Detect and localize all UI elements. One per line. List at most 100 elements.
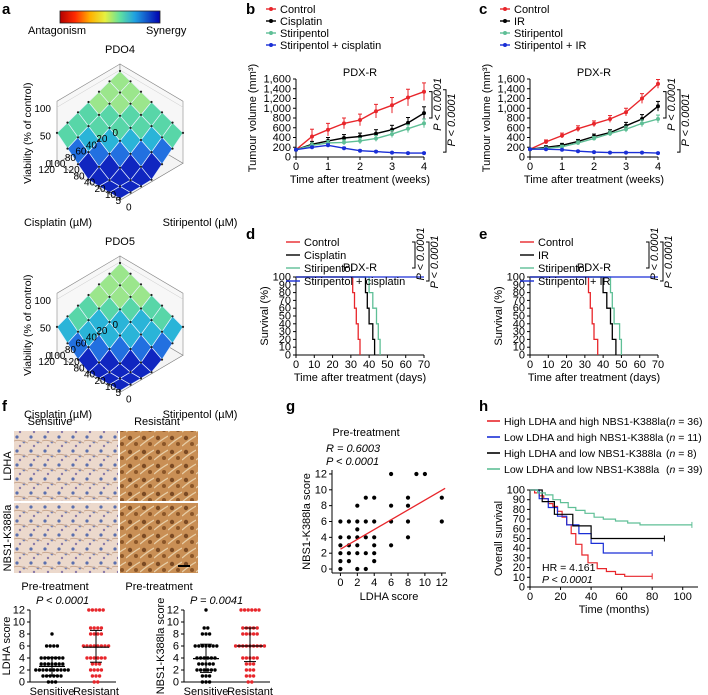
surface-x-tick: 120 <box>38 165 55 176</box>
data-point <box>338 519 343 524</box>
y-tick-label: 1,400 <box>497 83 525 95</box>
data-point <box>326 127 330 132</box>
data-point <box>389 471 394 477</box>
survival-curve <box>296 276 376 355</box>
y-tick-label: 60 <box>513 523 525 535</box>
y-tick-label: 6 <box>321 516 327 528</box>
x-tick-label: 70 <box>418 359 430 371</box>
y-tick-label: 12 <box>167 605 179 617</box>
legend-marker <box>269 7 273 11</box>
y-tick-label: 90 <box>513 494 525 506</box>
y-tick-label: 50 <box>279 311 291 323</box>
data-point <box>39 656 43 660</box>
legend-label: High LDHA and high NBS1-K388la <box>504 416 666 428</box>
data-point <box>88 656 93 660</box>
data-point <box>251 668 256 672</box>
data-point <box>204 608 208 612</box>
surface-node <box>118 139 122 142</box>
x-tick-label: 10 <box>308 359 320 371</box>
data-point <box>248 668 252 672</box>
y-tick-label: 1,600 <box>497 74 525 86</box>
data-point <box>544 139 548 144</box>
legend-n-value: = 39) <box>675 464 702 476</box>
y-tick-label: 1,400 <box>263 83 291 95</box>
surface-y-tick: 40 <box>84 178 96 189</box>
data-point <box>576 149 580 154</box>
surface-node <box>171 147 174 150</box>
data-point <box>414 471 419 477</box>
category-label: Resistant <box>73 686 119 695</box>
surface-x-label: Cisplatin (µM) <box>24 409 92 421</box>
y-tick-label: 0 <box>285 350 291 362</box>
data-point <box>355 566 360 572</box>
y-tick-label: 60 <box>279 303 291 315</box>
chart-title: Pre-treatment <box>332 427 399 439</box>
surface-x-tick: 120 <box>38 357 55 368</box>
data-point <box>48 644 52 648</box>
data-point <box>207 644 212 648</box>
data-point <box>592 136 596 141</box>
surface-node <box>139 113 143 116</box>
data-point <box>257 608 261 612</box>
legend-n: (n = 8) <box>666 448 697 460</box>
panel-label-d: d <box>246 226 255 243</box>
data-point <box>197 644 201 648</box>
data-point <box>405 535 411 540</box>
y-tick-label: 60 <box>513 303 525 315</box>
y-tick-label: 0 <box>519 152 525 164</box>
surface-node <box>118 308 122 311</box>
x-axis-label: Time (months) <box>579 604 650 616</box>
surface-node <box>108 191 111 194</box>
panel-label-c: c <box>479 1 487 18</box>
surface-z-label: Viability (% of control) <box>22 275 34 376</box>
data-point <box>251 656 256 660</box>
data-point <box>48 674 52 678</box>
data-point <box>99 632 104 636</box>
surface-node <box>139 307 143 310</box>
ihc-row-label-nbs1: NBS1-K388la <box>2 504 14 572</box>
data-point <box>250 608 254 612</box>
data-point <box>640 121 644 126</box>
y-tick-label: 10 <box>13 617 25 629</box>
x-tick-label: 20 <box>326 359 338 371</box>
legend-label: Cisplatin <box>304 250 346 262</box>
surface-node <box>97 113 101 116</box>
x-axis-label: Time after treatment (days) <box>294 372 426 384</box>
data-point <box>197 662 201 666</box>
data-point <box>48 668 52 672</box>
data-point <box>528 147 532 152</box>
y-tick-label: 80 <box>513 287 525 299</box>
y-tick-label: 100 <box>507 485 525 497</box>
x-tick-label: 100 <box>674 591 692 603</box>
data-point <box>346 559 351 564</box>
y-tick-label: 400 <box>273 132 291 144</box>
data-point <box>338 535 343 540</box>
surface-node <box>160 330 164 333</box>
data-point <box>372 543 377 548</box>
surface-y-tick: 20 <box>95 184 107 195</box>
y-tick-label: 70 <box>513 295 525 307</box>
x-tick-label: 0 <box>527 359 533 371</box>
y-tick-label: 10 <box>167 617 179 629</box>
ihc-image-sensitive-ldha <box>14 431 118 501</box>
y-tick-label: 20 <box>279 334 291 346</box>
pvalue-text: P < 0.0001 <box>680 93 692 146</box>
data-point <box>207 662 212 666</box>
data-point <box>61 656 65 660</box>
y-tick-label: 30 <box>513 552 525 564</box>
data-point <box>246 608 250 612</box>
legend-label: Stiripentol + IR <box>514 40 587 52</box>
ihc-row-label-ldha: LDHA <box>2 451 14 481</box>
data-point <box>193 644 197 648</box>
surface-x-tick: 80 <box>65 345 77 356</box>
y-tick-label: 80 <box>279 287 291 299</box>
data-point <box>204 680 208 684</box>
surface-node <box>87 151 90 154</box>
x-tick-label: 6 <box>388 577 394 589</box>
surface-y-tick: 0 <box>126 394 132 405</box>
y-tick-label: 600 <box>507 122 525 134</box>
x-tick-label: 30 <box>579 359 591 371</box>
data-point <box>244 656 249 660</box>
y-tick-label: 4 <box>19 653 25 665</box>
data-point <box>99 668 104 672</box>
